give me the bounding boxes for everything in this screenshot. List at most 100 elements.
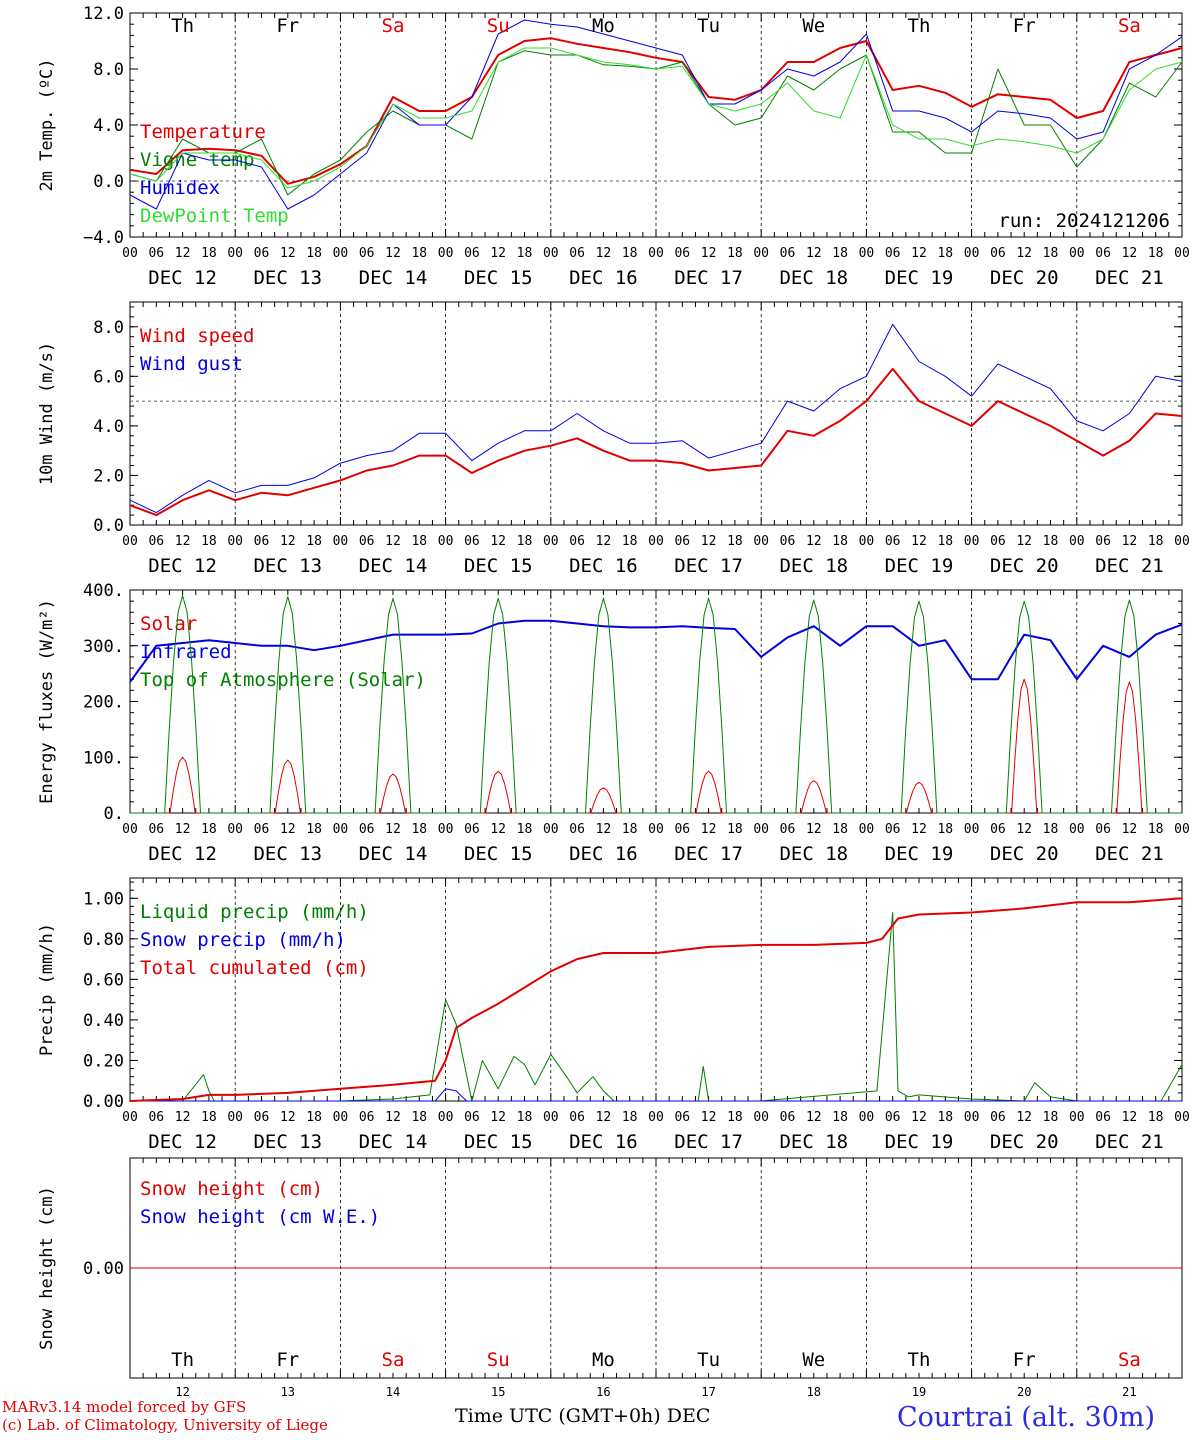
day-name: Th [171, 1349, 194, 1371]
x-day-number: 20 [1017, 1385, 1031, 1399]
x-hour-label: 18 [411, 534, 427, 549]
series-line-temp-2 [129, 19, 1183, 210]
x-hour-label: 06 [990, 822, 1006, 837]
panel-precip: 0.00 0.20 0.40 0.60 0.80 1.00 Precip (mm/h) Liq… [37, 877, 1190, 1153]
x-date-label: DEC 20 [990, 267, 1059, 289]
x-hour-label: 12 [596, 822, 612, 837]
x-hour-label: 18 [937, 246, 953, 261]
x-hour-label: 12 [1016, 246, 1032, 261]
x-date-label: DEC 15 [464, 1131, 533, 1153]
series-line-temp-3 [129, 47, 1183, 189]
x-hour-label: 00 [964, 1110, 980, 1125]
x-hour-label: 12 [280, 822, 296, 837]
x-hour-label: 00 [1174, 534, 1190, 549]
x-hour-label: 06 [254, 1110, 270, 1125]
x-hour-label: 00 [1069, 1110, 1085, 1125]
day-name: Tu [697, 1349, 720, 1371]
x-hour-label: 12 [280, 534, 296, 549]
x-date-label: DEC 14 [359, 843, 428, 865]
x-hour-label: 18 [1148, 246, 1164, 261]
x-hour-label: 12 [596, 1110, 612, 1125]
day-name: Sa [1118, 1349, 1141, 1371]
x-hour-label: 06 [885, 822, 901, 837]
legend-entry: Snow precip (mm/h) [140, 929, 346, 951]
x-hour-label: 18 [727, 534, 743, 549]
legend-entry: Wind gust [140, 353, 243, 375]
x-date-label: DEC 13 [253, 267, 322, 289]
x-hour-label: 00 [648, 246, 664, 261]
x-hour-label: 06 [359, 1110, 375, 1125]
x-date-label: DEC 14 [359, 1131, 428, 1153]
legend-entry: Snow height (cm) [140, 1178, 323, 1200]
x-hour-label: 06 [464, 1110, 480, 1125]
x-hour-label: 18 [832, 246, 848, 261]
x-day-number: 17 [701, 1385, 715, 1399]
x-day-number: 13 [281, 1385, 295, 1399]
x-hour-label: 00 [227, 822, 243, 837]
x-hour-label: 18 [1043, 822, 1059, 837]
series-line-wind-0 [129, 367, 1183, 517]
x-hour-label: 06 [780, 822, 796, 837]
x-hour-label: 00 [1069, 534, 1085, 549]
y-tick-label: 100. [83, 748, 124, 768]
day-name: Sa [382, 1349, 405, 1371]
x-hour-label: 00 [333, 1110, 349, 1125]
x-date-label: DEC 16 [569, 1131, 638, 1153]
x-hour-label: 06 [359, 534, 375, 549]
x-hour-label: 06 [569, 246, 585, 261]
x-hour-label: 06 [885, 246, 901, 261]
x-hour-label: 18 [622, 822, 638, 837]
x-date-label: DEC 18 [779, 1131, 848, 1153]
day-name: Fr [1013, 15, 1036, 37]
day-name: We [802, 1349, 825, 1371]
x-hour-label: 06 [569, 1110, 585, 1125]
x-hour-label: 12 [490, 246, 506, 261]
legend-entry: Wind speed [140, 325, 254, 347]
x-hour-label: 18 [1043, 1110, 1059, 1125]
x-hour-label: 00 [1174, 246, 1190, 261]
x-hour-label: 00 [333, 534, 349, 549]
x-hour-label: 00 [964, 822, 980, 837]
x-hour-label: 06 [780, 246, 796, 261]
x-hour-label: 12 [175, 822, 191, 837]
series-line-temp-0 [129, 37, 1183, 185]
model-credit: MARv3.14 model forced by GFS (c) Lab. of… [2, 1398, 328, 1434]
x-hour-label: 12 [175, 246, 191, 261]
panel-energy: 0. 100. 200. 300. 400. Energy fluxes (W/m²) So… [37, 581, 1190, 865]
y-tick-label: 0.00 [83, 1092, 124, 1112]
run-label: run: 2024121206 [998, 210, 1170, 232]
x-hour-label: 12 [1122, 246, 1138, 261]
legend-entry: Snow height (cm W.E.) [140, 1206, 380, 1228]
x-hour-label: 06 [148, 822, 164, 837]
y-tick-label: 2.0 [93, 466, 124, 486]
x-hour-label: 12 [385, 246, 401, 261]
legend-entry: Humidex [140, 177, 220, 199]
legend-entry: Liquid precip (mm/h) [140, 901, 369, 923]
panel-snow: 0.00 Snow height (cm) Snow height (cm) Snow… [37, 1157, 1183, 1399]
x-hour-label: 18 [517, 1110, 533, 1125]
day-name: Fr [276, 1349, 299, 1371]
legend-entry: Total cumulated (cm) [140, 957, 369, 979]
x-day-number: 16 [596, 1385, 610, 1399]
x-hour-label: 06 [464, 246, 480, 261]
x-hour-label: 00 [438, 1110, 454, 1125]
y-tick-label: 200. [83, 693, 124, 713]
x-hour-label: 12 [385, 534, 401, 549]
x-hour-label: 06 [885, 1110, 901, 1125]
x-hour-label: 06 [674, 1110, 690, 1125]
x-hour-label: 00 [543, 534, 559, 549]
y-tick-label: 300. [83, 637, 124, 657]
series-line-energy-2 [130, 595, 1182, 814]
x-hour-label: 00 [543, 246, 559, 261]
x-hour-label: 18 [306, 822, 322, 837]
x-day-number: 21 [1122, 1385, 1136, 1399]
x-hour-label: 00 [543, 1110, 559, 1125]
x-hour-label: 00 [1174, 822, 1190, 837]
time-axis-caption: Time UTC (GMT+0h) DEC [455, 1405, 711, 1427]
x-date-label: DEC 12 [148, 555, 217, 577]
day-name: Th [171, 15, 194, 37]
model-credit-line-2: (c) Lab. of Climatology, University of L… [2, 1416, 328, 1434]
x-hour-label: 06 [569, 534, 585, 549]
x-hour-label: 00 [753, 246, 769, 261]
